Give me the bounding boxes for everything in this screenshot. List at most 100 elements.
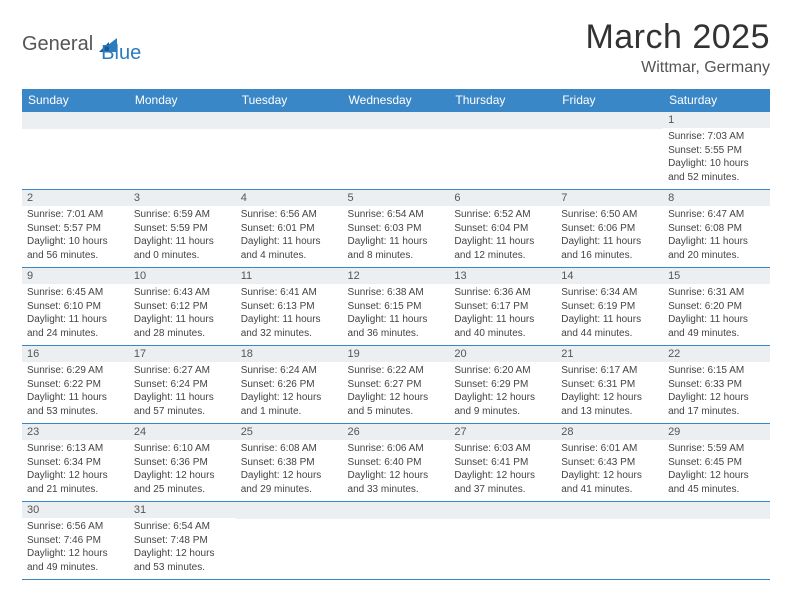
day-info: Sunrise: 6:08 AMSunset: 6:38 PMDaylight:… — [236, 440, 343, 500]
calendar-cell — [343, 112, 450, 190]
day-info: Sunrise: 6:06 AMSunset: 6:40 PMDaylight:… — [343, 440, 450, 500]
sunrise-text: Sunrise: 6:38 AM — [348, 286, 445, 300]
daylight-text: Daylight: 11 hours and 28 minutes. — [134, 313, 231, 340]
day-info: Sunrise: 6:13 AMSunset: 6:34 PMDaylight:… — [22, 440, 129, 500]
day-info: Sunrise: 6:56 AMSunset: 6:01 PMDaylight:… — [236, 206, 343, 266]
sunrise-text: Sunrise: 6:54 AM — [348, 208, 445, 222]
sunset-text: Sunset: 6:12 PM — [134, 300, 231, 314]
daylight-text: Daylight: 12 hours and 45 minutes. — [668, 469, 765, 496]
calendar-cell: 11Sunrise: 6:41 AMSunset: 6:13 PMDayligh… — [236, 268, 343, 346]
calendar-cell: 24Sunrise: 6:10 AMSunset: 6:36 PMDayligh… — [129, 424, 236, 502]
day-info: Sunrise: 6:17 AMSunset: 6:31 PMDaylight:… — [556, 362, 663, 422]
sunrise-text: Sunrise: 6:08 AM — [241, 442, 338, 456]
calendar-cell: 9Sunrise: 6:45 AMSunset: 6:10 PMDaylight… — [22, 268, 129, 346]
sunset-text: Sunset: 6:19 PM — [561, 300, 658, 314]
calendar-cell: 31Sunrise: 6:54 AMSunset: 7:48 PMDayligh… — [129, 502, 236, 580]
sunset-text: Sunset: 6:08 PM — [668, 222, 765, 236]
calendar-cell — [129, 112, 236, 190]
day-number — [343, 112, 450, 129]
calendar-cell: 30Sunrise: 6:56 AMSunset: 7:46 PMDayligh… — [22, 502, 129, 580]
calendar-cell: 8Sunrise: 6:47 AMSunset: 6:08 PMDaylight… — [663, 190, 770, 268]
day-number — [22, 112, 129, 129]
sunrise-text: Sunrise: 6:54 AM — [134, 520, 231, 534]
calendar-cell: 13Sunrise: 6:36 AMSunset: 6:17 PMDayligh… — [449, 268, 556, 346]
calendar-cell: 29 Sunrise: 5:59 AMSunset: 6:45 PMDayligh… — [663, 424, 770, 502]
daylight-text: Daylight: 12 hours and 49 minutes. — [27, 547, 124, 574]
day-number: 9 — [22, 268, 129, 284]
day-info: Sunrise: 7:01 AMSunset: 5:57 PMDaylight:… — [22, 206, 129, 266]
calendar-cell: 1Sunrise: 7:03 AMSunset: 5:55 PMDaylight… — [663, 112, 770, 190]
calendar-cell — [556, 112, 663, 190]
sunrise-text: Sunrise: 6:06 AM — [348, 442, 445, 456]
day-number: 20 — [449, 346, 556, 362]
day-number — [449, 502, 556, 519]
sunrise-text: Sunrise: 6:01 AM — [561, 442, 658, 456]
day-number: 29 — [663, 424, 770, 440]
sunset-text: Sunset: 6:38 PM — [241, 456, 338, 470]
calendar-cell: 22Sunrise: 6:15 AMSunset: 6:33 PMDayligh… — [663, 346, 770, 424]
day-info: Sunrise: 6:54 AMSunset: 6:03 PMDaylight:… — [343, 206, 450, 266]
calendar-cell: 17Sunrise: 6:27 AMSunset: 6:24 PMDayligh… — [129, 346, 236, 424]
calendar-cell: 15Sunrise: 6:31 AMSunset: 6:20 PMDayligh… — [663, 268, 770, 346]
col-saturday: Saturday — [663, 89, 770, 112]
day-number: 15 — [663, 268, 770, 284]
day-info: Sunrise: 6:56 AMSunset: 7:46 PMDaylight:… — [22, 518, 129, 578]
daylight-text: Daylight: 11 hours and 32 minutes. — [241, 313, 338, 340]
sunrise-text: Sunrise: 6:20 AM — [454, 364, 551, 378]
daylight-text: Daylight: 11 hours and 36 minutes. — [348, 313, 445, 340]
sunset-text: Sunset: 6:06 PM — [561, 222, 658, 236]
sunrise-text: Sunrise: 7:01 AM — [27, 208, 124, 222]
calendar-cell: 21Sunrise: 6:17 AMSunset: 6:31 PMDayligh… — [556, 346, 663, 424]
sunrise-text: Sunrise: 5:59 AM — [668, 442, 765, 456]
daylight-text: Daylight: 10 hours and 52 minutes. — [668, 157, 765, 184]
day-info: Sunrise: 6:54 AMSunset: 7:48 PMDaylight:… — [129, 518, 236, 578]
daylight-text: Daylight: 11 hours and 53 minutes. — [27, 391, 124, 418]
calendar-cell: 14Sunrise: 6:34 AMSunset: 6:19 PMDayligh… — [556, 268, 663, 346]
day-info: Sunrise: 6:45 AMSunset: 6:10 PMDaylight:… — [22, 284, 129, 344]
sunrise-text: Sunrise: 6:13 AM — [27, 442, 124, 456]
calendar-cell: 25Sunrise: 6:08 AMSunset: 6:38 PMDayligh… — [236, 424, 343, 502]
sunrise-text: Sunrise: 6:03 AM — [454, 442, 551, 456]
sunset-text: Sunset: 6:15 PM — [348, 300, 445, 314]
day-number: 14 — [556, 268, 663, 284]
calendar-cell: 18Sunrise: 6:24 AMSunset: 6:26 PMDayligh… — [236, 346, 343, 424]
sunrise-text: Sunrise: 6:52 AM — [454, 208, 551, 222]
sunset-text: Sunset: 6:01 PM — [241, 222, 338, 236]
day-number: 6 — [449, 190, 556, 206]
day-number: 26 — [343, 424, 450, 440]
sunset-text: Sunset: 6:17 PM — [454, 300, 551, 314]
calendar-cell — [449, 502, 556, 580]
calendar-cell — [236, 502, 343, 580]
day-number: 5 — [343, 190, 450, 206]
day-number — [343, 502, 450, 519]
sunrise-text: Sunrise: 6:10 AM — [134, 442, 231, 456]
sunset-text: Sunset: 6:29 PM — [454, 378, 551, 392]
day-number: 27 — [449, 424, 556, 440]
sunset-text: Sunset: 6:26 PM — [241, 378, 338, 392]
sunrise-text: Sunrise: 6:31 AM — [668, 286, 765, 300]
sunset-text: Sunset: 6:43 PM — [561, 456, 658, 470]
calendar-cell: 7Sunrise: 6:50 AMSunset: 6:06 PMDaylight… — [556, 190, 663, 268]
sunrise-text: Sunrise: 6:36 AM — [454, 286, 551, 300]
day-number: 8 — [663, 190, 770, 206]
calendar-cell: 2Sunrise: 7:01 AMSunset: 5:57 PMDaylight… — [22, 190, 129, 268]
day-number: 18 — [236, 346, 343, 362]
sunrise-text: Sunrise: 6:47 AM — [668, 208, 765, 222]
day-info: Sunrise: 6:43 AMSunset: 6:12 PMDaylight:… — [129, 284, 236, 344]
calendar-cell: 12Sunrise: 6:38 AMSunset: 6:15 PMDayligh… — [343, 268, 450, 346]
sunset-text: Sunset: 6:40 PM — [348, 456, 445, 470]
day-header-row: Sunday Monday Tuesday Wednesday Thursday… — [22, 89, 770, 112]
sunrise-text: Sunrise: 6:45 AM — [27, 286, 124, 300]
day-number: 3 — [129, 190, 236, 206]
sunset-text: Sunset: 6:45 PM — [668, 456, 765, 470]
day-info: Sunrise: 6:10 AMSunset: 6:36 PMDaylight:… — [129, 440, 236, 500]
day-number — [236, 112, 343, 129]
sunset-text: Sunset: 6:34 PM — [27, 456, 124, 470]
calendar-cell: 6Sunrise: 6:52 AMSunset: 6:04 PMDaylight… — [449, 190, 556, 268]
sunrise-text: Sunrise: 7:03 AM — [668, 130, 765, 144]
day-number — [449, 112, 556, 129]
logo-text-blue: Blue — [101, 42, 141, 64]
calendar-cell — [343, 502, 450, 580]
day-info: Sunrise: 6:01 AMSunset: 6:43 PMDaylight:… — [556, 440, 663, 500]
day-number — [236, 502, 343, 519]
